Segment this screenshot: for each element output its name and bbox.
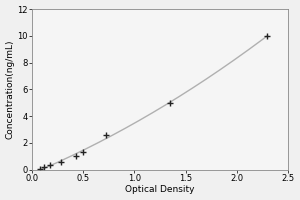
Y-axis label: Concentration(ng/mL): Concentration(ng/mL) — [6, 40, 15, 139]
X-axis label: Optical Density: Optical Density — [125, 185, 195, 194]
